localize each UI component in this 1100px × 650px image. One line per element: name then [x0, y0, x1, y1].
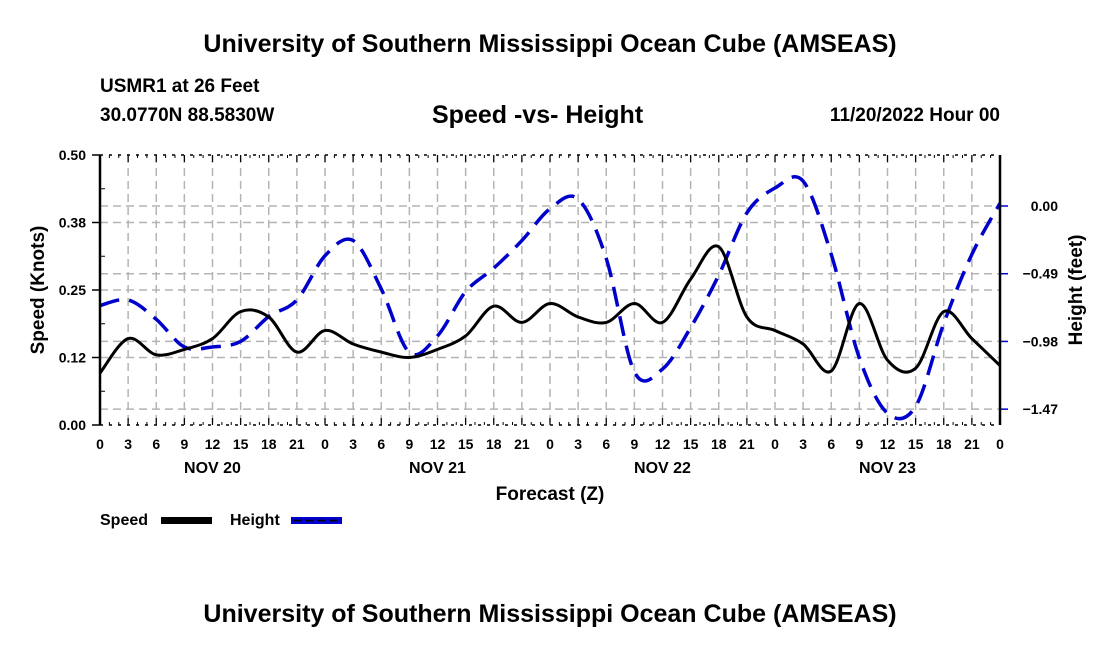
y-tick-label: 0.25	[59, 282, 86, 298]
y2-tick-label: −1.47	[1023, 401, 1059, 417]
x-tick-label: 0	[771, 436, 779, 452]
main-title: University of Southern Mississippi Ocean…	[203, 30, 897, 58]
x-tick-label: 6	[152, 436, 160, 452]
x-tick-label: 9	[405, 436, 413, 452]
legend-height-label: Height	[230, 512, 280, 529]
x-tick-label: 0	[96, 436, 104, 452]
height-series-line	[99, 175, 1002, 421]
series-group	[98, 175, 1002, 421]
x-tick-label: 12	[205, 436, 221, 452]
x-tick-label: 15	[908, 436, 924, 452]
x-tick-label: 12	[655, 436, 671, 452]
x-tick-label: 15	[233, 436, 249, 452]
legend: Speed Height	[100, 512, 342, 529]
y-tick-label: 0.50	[59, 147, 86, 163]
x-tick-label: 6	[377, 436, 385, 452]
grid	[100, 155, 1000, 425]
chart-subtitle: Speed -vs- Height	[432, 101, 644, 129]
date-label: NOV 20	[184, 460, 241, 477]
x-axis-label: Forecast (Z)	[496, 484, 605, 505]
legend-speed-label: Speed	[100, 512, 148, 529]
x-tick-label: 18	[261, 436, 277, 452]
y2-tick-label: 0.00	[1031, 198, 1058, 214]
y2-axis-label: Height (feet)	[1066, 235, 1087, 346]
speed-series-line	[98, 244, 1002, 375]
y-tick-label: 0.12	[59, 350, 86, 366]
y2-tick-label: −0.98	[1023, 333, 1059, 349]
footer-title: University of Southern Mississippi Ocean…	[203, 600, 897, 628]
x-tick-label: 9	[855, 436, 863, 452]
date-label: NOV 21	[409, 460, 466, 477]
x-tick-label: 6	[602, 436, 610, 452]
date-label: NOV 22	[634, 460, 691, 477]
x-tick-label: 0	[996, 436, 1004, 452]
x-tick-label: 3	[349, 436, 357, 452]
y-axis-label: Speed (Knots)	[28, 226, 49, 355]
x-tick-label: 0	[546, 436, 554, 452]
date-label: NOV 23	[859, 460, 916, 477]
x-tick-label: 18	[936, 436, 952, 452]
x-tick-label: 3	[799, 436, 807, 452]
x-tick-label: 6	[827, 436, 835, 452]
forecast-datetime: 11/20/2022 Hour 00	[829, 105, 1000, 126]
y-tick-label: 0.00	[59, 417, 86, 433]
legend-speed-swatch	[161, 517, 212, 524]
x-tick-label: 9	[630, 436, 638, 452]
y-tick-label: 0.38	[59, 215, 86, 231]
x-tick-label: 21	[289, 436, 305, 452]
station-label: USMR1 at 26 Feet	[100, 76, 260, 97]
coordinates-label: 30.0770N 88.5830W	[100, 105, 275, 126]
x-tick-label: 12	[880, 436, 896, 452]
x-tick-label: 18	[486, 436, 502, 452]
x-tick-label: 21	[964, 436, 980, 452]
x-tick-label: 3	[574, 436, 582, 452]
x-tick-label: 15	[683, 436, 699, 452]
legend-height-swatch	[291, 517, 342, 524]
x-tick-label: 9	[180, 436, 188, 452]
x-tick-label: 3	[124, 436, 132, 452]
x-tick-label: 21	[739, 436, 755, 452]
axes: 0 3 6 9 12 15 18 21 0 3 6 9 12 15 18 21 0 3 6 9 12 15 18 21 0 3 6 9…	[59, 147, 1058, 477]
x-tick-label: 12	[430, 436, 446, 452]
x-tick-label: 21	[514, 436, 530, 452]
y2-tick-label: −0.49	[1023, 266, 1059, 282]
x-tick-label: 15	[458, 436, 474, 452]
x-tick-label: 0	[321, 436, 329, 452]
x-tick-label: 18	[711, 436, 727, 452]
